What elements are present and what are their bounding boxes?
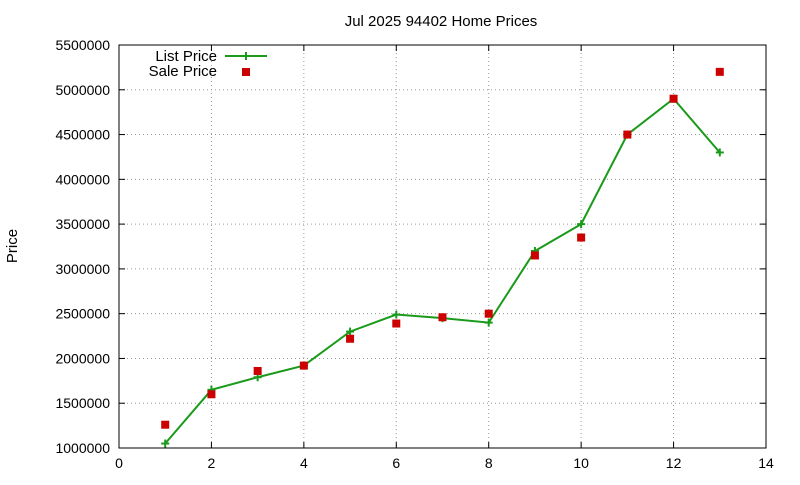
x-tick-label: 12 [666,455,682,471]
sale-price-point [530,251,539,260]
list-price-point [484,318,493,327]
list-price-point [392,310,401,319]
sale-price-point [715,67,724,76]
y-tick-label: 2000000 [55,350,110,366]
x-tick-label: 6 [392,455,400,471]
series-layer [161,67,724,448]
x-tick-label: 14 [758,455,774,471]
x-tick-label: 8 [485,455,493,471]
sale-price-point [346,334,355,343]
y-tick-label: 3500000 [55,216,110,232]
legend-marker-list-price [242,52,250,60]
y-tick-label: 1500000 [55,395,110,411]
y-tick-label: 1000000 [55,440,110,456]
axes: 0 2 4 6 8 10 12 14 1000000 1500000 2000000 2500000 3… [55,37,774,471]
y-tick-label: 5500000 [55,37,110,53]
legend-marker-sale-price [242,68,250,76]
sale-price-point [392,319,401,328]
list-price-point [161,439,170,448]
y-tick-label: 2500000 [55,306,110,322]
x-tick-label: 10 [573,455,589,471]
legend-label-sale-price: Sale Price [149,63,217,80]
sale-price-point [161,420,170,429]
y-tick-label: 3000000 [55,261,110,277]
sale-price-point [623,130,632,139]
sale-price-point [207,390,216,399]
list-price-point [346,327,355,336]
legend-label-list-price: List Price [155,48,217,65]
plot-border [118,44,767,449]
sale-price-point [484,309,493,318]
sale-price-point [577,233,586,242]
y-axis-label: Price [4,229,21,263]
chart-title: Jul 2025 94402 Home Prices [345,13,538,30]
list-price-point [715,148,724,157]
sale-price-point [253,366,262,375]
x-tick-label: 4 [300,455,308,471]
sale-price-point [669,94,678,103]
y-tick-label: 5000000 [55,82,110,98]
list-price-line [164,97,721,445]
x-tick-label: 2 [208,455,216,471]
y-tick-label: 4500000 [55,127,110,143]
list-price-point [577,220,586,229]
x-tick-label: 0 [115,455,123,471]
sale-price-point [299,361,308,370]
y-tick-label: 4000000 [55,171,110,187]
sale-price-point [438,313,447,322]
